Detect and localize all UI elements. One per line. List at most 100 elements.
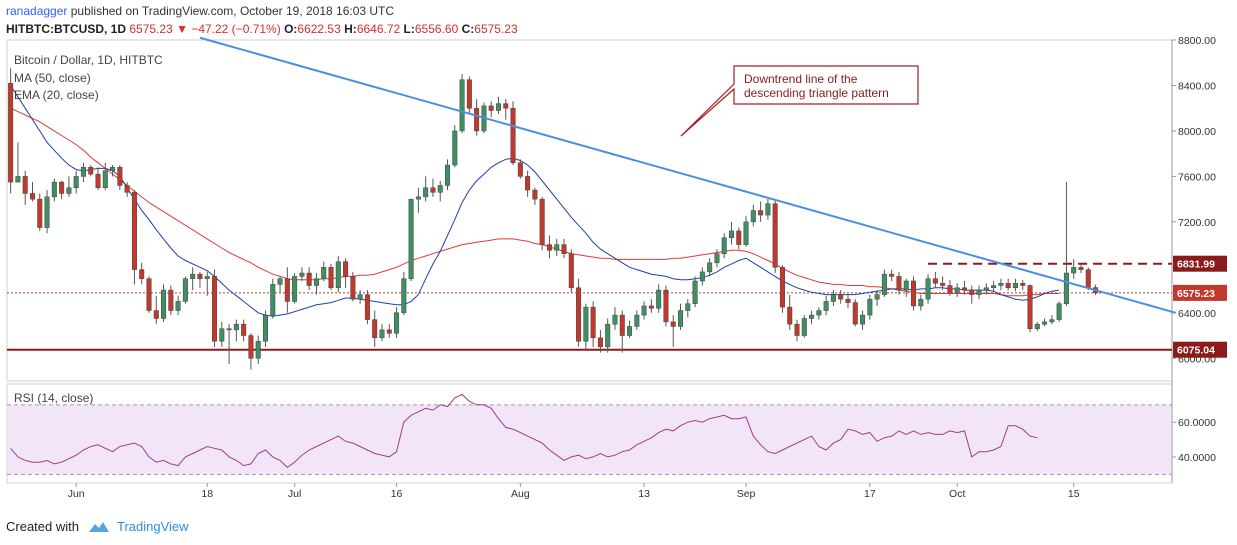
candle-down <box>168 289 174 311</box>
support-price-tag-bg <box>1173 341 1227 358</box>
candle-down <box>736 230 742 245</box>
candle-up <box>357 294 363 300</box>
candle-down <box>539 198 545 245</box>
chart-canvas[interactable]: 8800.008400.008000.007600.007200.006800.… <box>0 0 1237 510</box>
candle-up <box>1049 319 1055 323</box>
candle-up <box>860 314 866 325</box>
candle-up <box>583 306 589 342</box>
low-value: 6556.60 <box>414 22 459 36</box>
candle-up <box>262 314 268 342</box>
resistance-price-tag: 6831.99 <box>1177 259 1215 271</box>
candle-up <box>190 273 196 279</box>
y-tick-label: 7600.00 <box>1178 171 1216 183</box>
candle-up <box>816 310 822 316</box>
candle-up <box>925 278 931 300</box>
tradingview-link[interactable]: TradingView <box>116 519 189 534</box>
candle-down <box>969 289 975 295</box>
candle-up <box>1034 323 1040 329</box>
candle-up <box>809 314 815 319</box>
candle-up <box>423 187 429 198</box>
candle-up <box>299 272 305 277</box>
candle-up <box>641 305 647 316</box>
candle-up <box>991 285 997 289</box>
ema20-legend: EMA (20, close) <box>14 88 99 102</box>
candle-up <box>692 280 698 304</box>
candle-down <box>510 107 516 164</box>
candle-up <box>678 310 684 327</box>
candle-up <box>998 282 1004 286</box>
candle-up <box>401 278 407 314</box>
candle-up <box>699 271 705 282</box>
candle-down <box>525 176 531 191</box>
candle-up <box>605 323 611 348</box>
candle-up <box>452 130 458 166</box>
candle-up <box>627 326 633 336</box>
candle-down <box>139 269 145 279</box>
x-tick-label: 13 <box>638 488 650 500</box>
candle-up <box>1063 272 1069 304</box>
candle-up <box>313 278 319 286</box>
candle-up <box>867 298 873 316</box>
candle-down <box>648 305 654 309</box>
candle-up <box>394 312 400 334</box>
candle-up <box>73 176 79 189</box>
x-tick-label: Jul <box>288 488 301 500</box>
candle-up <box>277 278 283 285</box>
candle-down <box>619 314 625 336</box>
candle-down <box>838 294 844 300</box>
rsi-line <box>10 393 1038 469</box>
candle-up <box>983 287 989 291</box>
annotation-callout <box>680 65 919 137</box>
candle-up <box>292 276 298 302</box>
candle-up <box>495 103 501 111</box>
candle-up <box>765 203 771 216</box>
candle-up <box>15 176 21 183</box>
rsi-tick-label: 40.0000 <box>1178 452 1216 464</box>
author-link[interactable]: ranadagger <box>6 4 68 18</box>
candle-up <box>219 328 225 342</box>
candle-up <box>634 314 640 327</box>
x-tick-label: 15 <box>1068 488 1080 500</box>
candle-up <box>707 262 713 273</box>
candle-down <box>197 273 203 279</box>
candle-up <box>612 314 618 325</box>
chart-title: Bitcoin / Dollar, 1D, HITBTC <box>14 53 163 67</box>
candle-up <box>954 287 960 293</box>
candle-down <box>1005 282 1011 289</box>
candle-down <box>670 321 676 327</box>
support-price-tag: 6075.04 <box>1177 345 1215 357</box>
resistance-price-tag-bg <box>1173 255 1227 272</box>
candle-down <box>59 181 65 194</box>
candle-up <box>321 267 327 279</box>
candle-up <box>1042 321 1048 325</box>
candle-down <box>88 167 94 175</box>
candle-up <box>255 340 261 359</box>
close-label: C: <box>461 22 475 36</box>
candle-up <box>801 318 807 336</box>
candle-down <box>1085 269 1091 288</box>
candle-up <box>743 221 749 245</box>
candle-up <box>161 289 167 319</box>
y-tick-label: 8800.00 <box>1178 35 1216 47</box>
candle-up <box>437 185 443 193</box>
candle-down <box>1020 282 1026 286</box>
candle-up <box>750 210 756 223</box>
candle-down <box>772 203 778 268</box>
annotation-text-line1: Downtrend line of the <box>744 72 858 86</box>
candle-up <box>554 244 560 251</box>
candle-down <box>22 176 28 194</box>
rsi-tick-label: 60.0000 <box>1178 417 1216 429</box>
rsi-legend: RSI (14, close) <box>14 391 93 405</box>
candle-up <box>728 230 734 239</box>
last-price-tag-bg <box>1173 284 1227 301</box>
candle-down <box>372 319 378 339</box>
candle-up <box>823 301 829 311</box>
candle-up <box>379 329 385 339</box>
candle-down <box>590 306 596 339</box>
candle-down <box>779 267 785 308</box>
last-price: 6575.23 <box>129 22 173 36</box>
candle-down <box>8 82 14 183</box>
ma50-legend: MA (50, close) <box>14 71 91 85</box>
candle-up <box>903 280 909 291</box>
candle-up <box>685 303 691 311</box>
